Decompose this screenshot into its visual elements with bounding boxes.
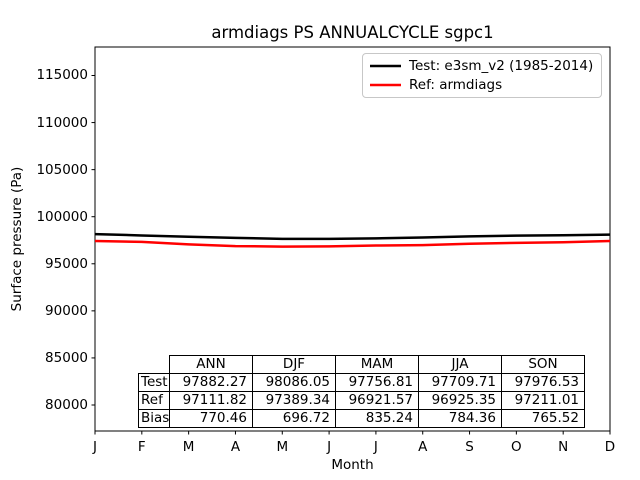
- legend-item-ref: Ref: armdiags: [370, 77, 601, 93]
- chart-title: armdiags PS ANNUALCYCLE sgpc1: [211, 23, 494, 42]
- y-tick-label: 80000: [45, 396, 88, 413]
- stats-row-label: Ref: [138, 391, 170, 410]
- stats-col-header: SON: [501, 355, 585, 374]
- stats-row-label: Bias: [138, 409, 170, 428]
- y-tick-label: 85000: [45, 349, 88, 366]
- stats-row-bias: Bias 770.46 696.72 835.24 784.36 765.52: [138, 409, 585, 428]
- stats-cell: 96921.57: [335, 391, 419, 410]
- test-line-swatch-icon: [370, 64, 401, 67]
- x-tick-label: M: [182, 439, 195, 455]
- legend-item-test: Test: e3sm_v2 (1985-2014): [370, 58, 601, 74]
- stats-cell: 770.46: [169, 409, 253, 428]
- y-tick-label: 100000: [36, 208, 88, 225]
- stats-row-test: Test 97882.27 98086.05 97756.81 97709.71…: [138, 373, 585, 392]
- stats-cell: 98086.05: [252, 373, 336, 392]
- x-tick-label: A: [418, 439, 428, 455]
- stats-cell: 765.52: [501, 409, 585, 428]
- stats-row-ref: Ref 97111.82 97389.34 96921.57 96925.35 …: [138, 391, 585, 410]
- stats-col-header: JJA: [418, 355, 502, 374]
- y-tick-label: 105000: [36, 161, 88, 178]
- y-tick-label: 115000: [36, 67, 88, 84]
- x-tick-label: F: [137, 439, 146, 455]
- stats-cell: 97882.27: [169, 373, 253, 392]
- x-tick-label: M: [276, 439, 289, 455]
- stats-cell: 96925.35: [418, 391, 502, 410]
- x-tick-label: J: [327, 439, 332, 455]
- y-tick-label: 95000: [45, 255, 88, 272]
- stats-col-header: ANN: [169, 355, 253, 374]
- stats-cell: 97111.82: [169, 391, 253, 410]
- x-axis-label: Month: [331, 457, 374, 473]
- stats-table: ANN DJF MAM JJA SON Test 97882.27 98086.…: [138, 355, 585, 428]
- stats-cell: 97709.71: [418, 373, 502, 392]
- legend-label-test: Test: e3sm_v2 (1985-2014): [409, 57, 594, 74]
- stats-cell: 97756.81: [335, 373, 419, 392]
- stats-cell: 835.24: [335, 409, 419, 428]
- stats-row-label: Test: [138, 373, 170, 392]
- x-tick-label: A: [230, 439, 241, 455]
- stats-cell: 97211.01: [501, 391, 585, 410]
- legend-label-ref: Ref: armdiags: [409, 77, 503, 94]
- ref-line-swatch-icon: [370, 84, 401, 87]
- y-tick-label: 110000: [36, 114, 88, 131]
- x-tick-label: O: [511, 439, 522, 455]
- stats-corner-cell: [139, 356, 170, 374]
- stats-cell: 784.36: [418, 409, 502, 428]
- stats-col-header: MAM: [335, 355, 419, 374]
- y-tick-label: 90000: [45, 302, 88, 319]
- x-tick-label: J: [373, 439, 378, 455]
- axes-box: [94, 46, 611, 432]
- x-tick-label: N: [558, 439, 569, 455]
- stats-cell: 97389.34: [252, 391, 336, 410]
- x-tick-label: S: [465, 439, 474, 455]
- stats-col-header: DJF: [252, 355, 336, 374]
- stats-cell: 97976.53: [501, 373, 585, 392]
- legend: Test: e3sm_v2 (1985-2014) Ref: armdiags: [362, 53, 602, 98]
- y-axis-label: Surface pressure (Pa): [9, 166, 25, 312]
- x-tick-label: J: [93, 439, 97, 455]
- x-tick-label: D: [604, 439, 616, 455]
- stats-cell: 696.72: [252, 409, 336, 428]
- stats-header-row: ANN DJF MAM JJA SON: [139, 355, 585, 374]
